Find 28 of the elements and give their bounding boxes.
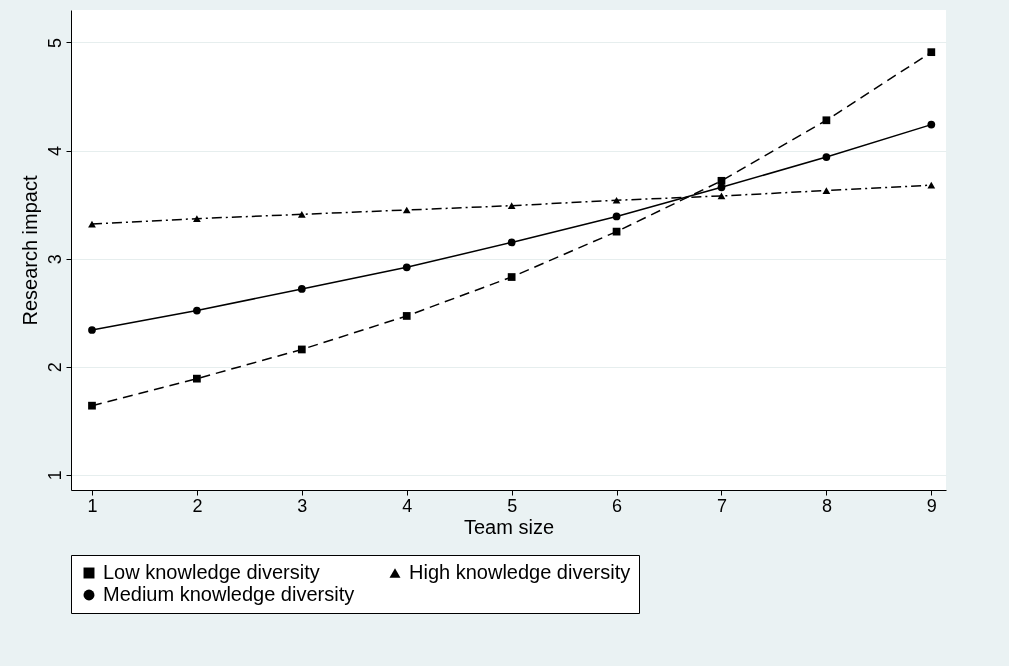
point xyxy=(402,312,411,320)
point xyxy=(297,210,306,218)
point xyxy=(193,374,201,383)
x-tick-label: 5 xyxy=(507,495,518,516)
point xyxy=(88,326,96,334)
y-tick-label: 4 xyxy=(44,146,65,157)
y-tick-label: 2 xyxy=(44,362,65,373)
point xyxy=(507,202,516,210)
legend-label: High knowledge diversity xyxy=(409,561,631,583)
x-tick-label: 9 xyxy=(926,495,937,516)
y-tick-label: 5 xyxy=(44,37,65,48)
x-tick-label: 4 xyxy=(402,495,413,516)
point xyxy=(507,273,516,281)
y-tick-label: 1 xyxy=(44,470,65,481)
x-tick-label: 7 xyxy=(716,495,727,516)
x-tick-label: 3 xyxy=(297,495,308,516)
x-tick-label: 8 xyxy=(821,495,832,516)
y-tick-label: 3 xyxy=(44,254,65,265)
x-tick-label: 1 xyxy=(87,495,98,516)
legend-label: Medium knowledge diversity xyxy=(103,583,355,605)
x-tick-label: 6 xyxy=(612,495,623,516)
legend-label: Low knowledge diversity xyxy=(103,561,320,583)
point xyxy=(927,48,936,57)
x-axis-title: Team size xyxy=(463,515,555,538)
point xyxy=(822,187,831,194)
x-tick-label: 2 xyxy=(192,495,203,516)
y-axis-title: Research impact xyxy=(18,175,41,326)
point xyxy=(88,401,96,410)
